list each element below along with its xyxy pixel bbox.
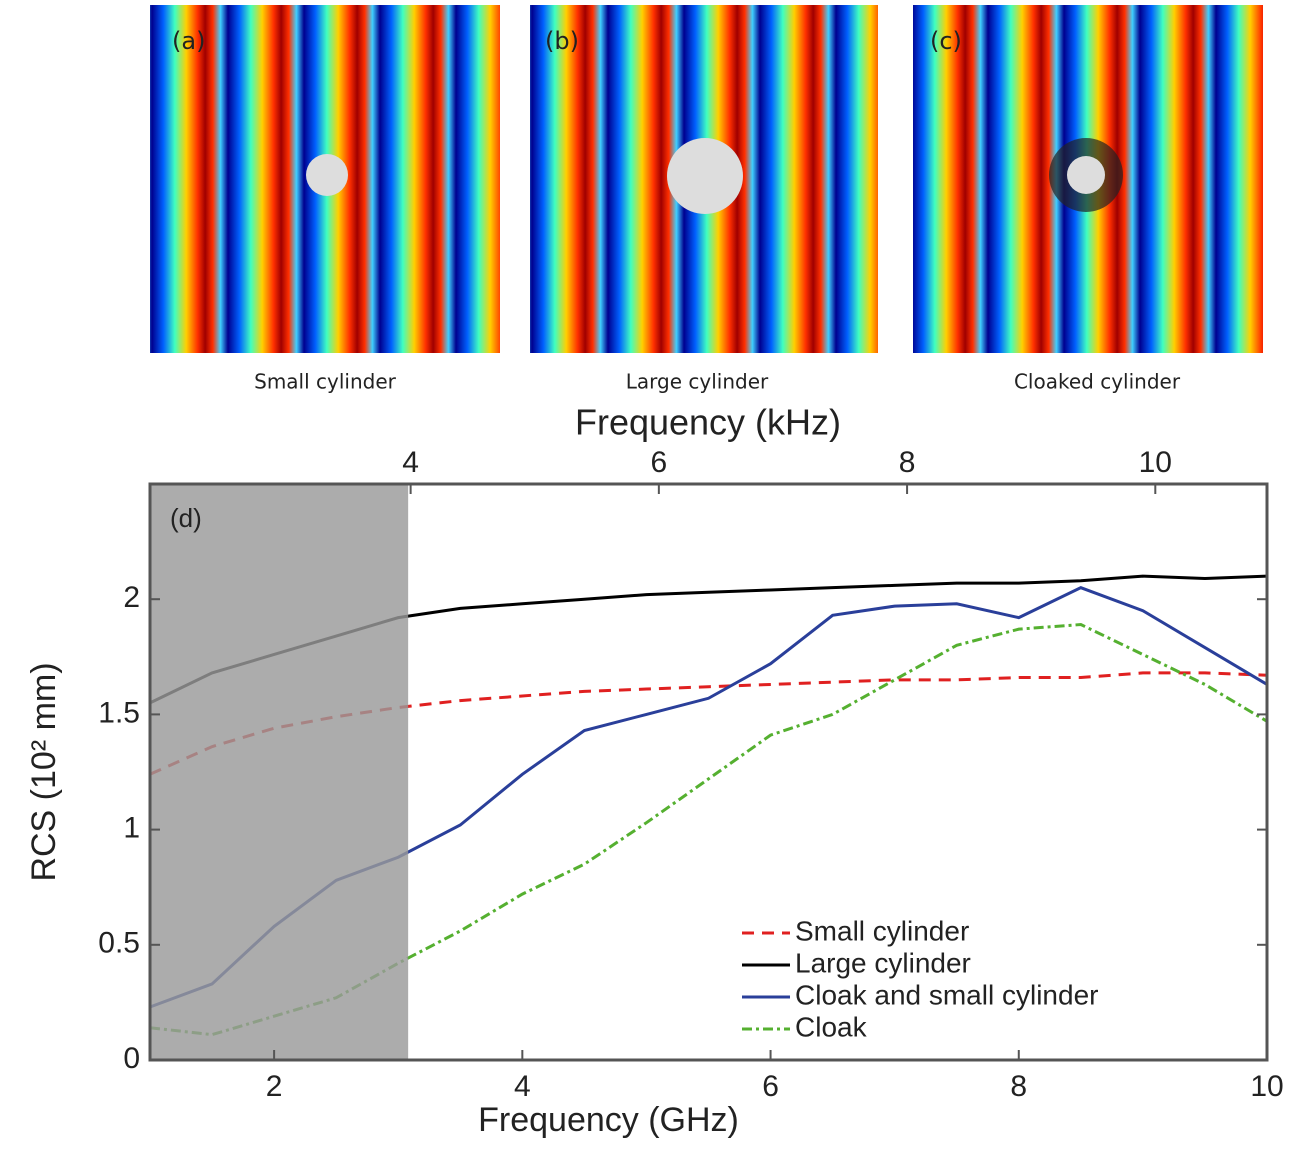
y-tick-label: 2 <box>123 581 140 614</box>
legend-label: Cloak <box>795 1011 868 1042</box>
y-tick-label: 1 <box>123 812 140 845</box>
y-tick-label: 0.5 <box>98 927 140 960</box>
panel-label: (b) <box>545 27 579 55</box>
legend-label: Small cylinder <box>795 915 969 946</box>
y-axis-label: RCS (10² mm) <box>25 662 63 881</box>
x-tick-label: 6 <box>762 1070 779 1103</box>
x-axis-label: Frequency (GHz) <box>478 1101 739 1139</box>
panel-caption: Cloaked cylinder <box>1014 370 1181 394</box>
x-tick-label: 8 <box>1010 1070 1027 1103</box>
panel-label: (d) <box>170 503 202 533</box>
panel-label: (a) <box>172 27 205 55</box>
panel-caption: Large cylinder <box>626 370 769 394</box>
x2-tick-label: 6 <box>651 446 668 479</box>
field-panels: (a) (b) (c) Small cylinder Large cylinde… <box>150 5 1263 394</box>
x2-axis-label: Frequency (kHz) <box>575 402 841 443</box>
x-tick-label: 2 <box>266 1070 283 1103</box>
legend-label: Cloak and small cylinder <box>795 979 1098 1010</box>
cylinder <box>1067 156 1105 194</box>
panel-label: (c) <box>930 27 962 55</box>
x-tick-label: 10 <box>1250 1070 1283 1103</box>
y-tick-label: 1.5 <box>98 696 140 729</box>
y-tick-label: 0 <box>123 1042 140 1075</box>
axes-frame <box>148 482 1269 1062</box>
cylinder <box>306 154 348 196</box>
legend-label: Large cylinder <box>795 947 971 978</box>
series-line <box>149 671 1268 776</box>
plot: 0 0.5 1 1.5 2 2 4 6 8 10 4 6 8 10 Frequency (GHz) Frequ… <box>25 402 1284 1139</box>
x2-tick-label: 4 <box>402 446 419 479</box>
x-tick-label: 4 <box>514 1070 531 1103</box>
x2-tick-label: 10 <box>1139 446 1172 479</box>
cylinder <box>667 138 743 214</box>
x2-tick-label: 8 <box>899 446 916 479</box>
panel-caption: Small cylinder <box>254 370 397 394</box>
shaded-region <box>150 484 409 1060</box>
